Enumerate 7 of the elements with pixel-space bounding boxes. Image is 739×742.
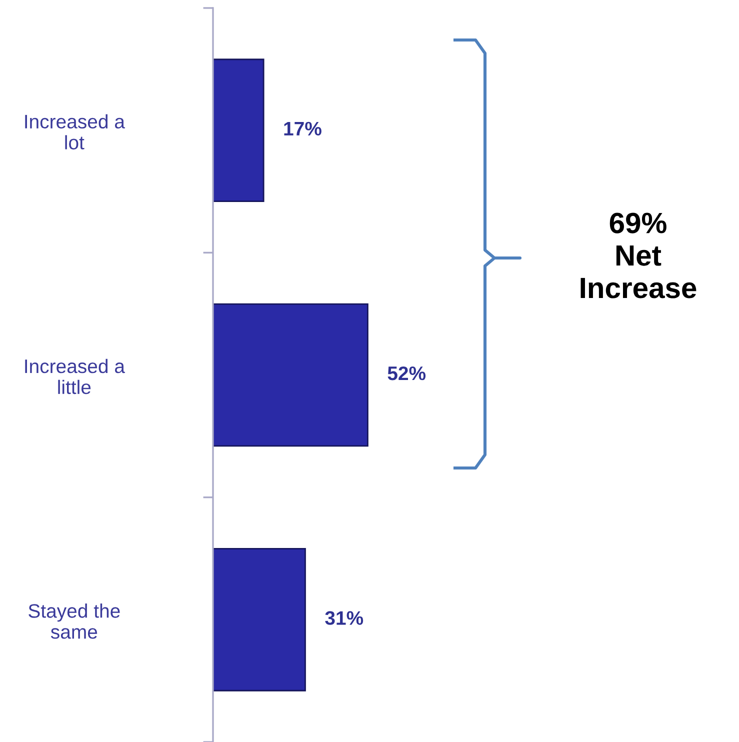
y-tick-label: Increased a little [25, 358, 125, 394]
data-label: 52% [388, 366, 426, 380]
text: 69% Net Increase [580, 212, 696, 298]
data-label: 31% [325, 611, 364, 625]
y-tick-label: Stayed the same [28, 604, 120, 639]
data-label: 17% [284, 122, 322, 136]
y-tick-label: Increased a lot [25, 114, 125, 150]
